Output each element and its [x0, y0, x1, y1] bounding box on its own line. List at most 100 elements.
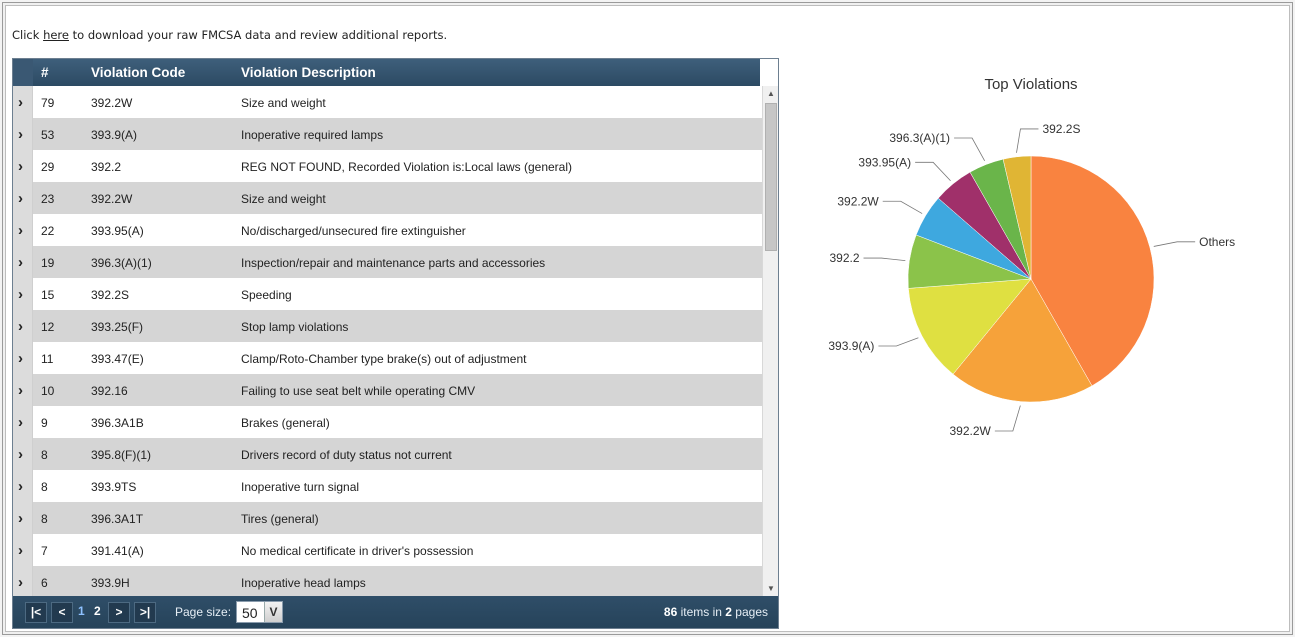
violation-count: 29: [41, 160, 55, 174]
table-row[interactable]: › 19 396.3(A)(1) Inspection/repair and main…: [13, 246, 762, 278]
expand-row-button[interactable]: ›: [13, 86, 33, 118]
table-row[interactable]: › 8 395.8(F)(1) Drivers record of duty stat…: [13, 438, 762, 470]
expand-row-button[interactable]: ›: [13, 182, 33, 214]
violation-count: 19: [41, 256, 55, 270]
expand-row-button[interactable]: ›: [13, 406, 33, 438]
table-row[interactable]: › 8 396.3A1T Tires (general): [13, 502, 762, 534]
expand-row-button[interactable]: ›: [13, 534, 33, 566]
top-violations-chart: Top Violations Others 392.2W 393.9(A) 392.2…: [806, 66, 1286, 446]
expand-row-button[interactable]: ›: [13, 374, 33, 406]
violation-code: 393.9(A): [91, 128, 138, 142]
expand-row-button[interactable]: ›: [13, 342, 33, 374]
table-row[interactable]: › 29 392.2 REG NOT FOUND, Recorded Violatio…: [13, 150, 762, 182]
page-link-1[interactable]: 1: [78, 604, 85, 618]
scroll-up-icon[interactable]: ▲: [767, 89, 775, 98]
pie-leader-line: [878, 337, 919, 347]
violation-code: 396.3(A)(1): [91, 256, 152, 270]
chevron-right-icon: ›: [18, 414, 23, 431]
chevron-right-icon: ›: [18, 318, 23, 335]
page-link-2[interactable]: 2: [94, 604, 101, 618]
table-row[interactable]: › 22 393.95(A) No/discharged/unsecured fire…: [13, 214, 762, 246]
table-row[interactable]: › 8 393.9TS Inoperative turn signal: [13, 470, 762, 502]
page-size-select[interactable]: 50 V: [236, 601, 283, 623]
expand-row-button[interactable]: ›: [13, 566, 33, 597]
expand-row-button[interactable]: ›: [13, 214, 33, 246]
violation-description: No medical certificate in driver's posse…: [241, 544, 474, 558]
items-count: 86: [663, 605, 678, 619]
pie-slice-0[interactable]: [1030, 155, 1155, 387]
pager-info: 86 items in 2 pages: [664, 605, 768, 619]
download-link[interactable]: here: [43, 28, 69, 42]
page-size-value: 50: [242, 605, 258, 621]
column-header-violation-code[interactable]: Violation Code: [91, 65, 186, 80]
items-text: items in: [677, 605, 726, 619]
violation-description: Inspection/repair and maintenance parts …: [241, 256, 546, 270]
table-row[interactable]: › 53 393.9(A) Inoperative required lamps: [13, 118, 762, 150]
violation-code: 396.3A1T: [91, 512, 144, 526]
expand-row-button[interactable]: ›: [13, 246, 33, 278]
violation-code: 395.8(F)(1): [91, 448, 152, 462]
violation-description: Stop lamp violations: [241, 320, 349, 334]
expand-row-button[interactable]: ›: [13, 278, 33, 310]
violation-count: 9: [41, 416, 48, 430]
expand-row-button[interactable]: ›: [13, 470, 33, 502]
table-row[interactable]: › 12 393.25(F) Stop lamp violations: [13, 310, 762, 342]
table-row[interactable]: › 10 392.16 Failing to use seat belt while …: [13, 374, 762, 406]
pie-label: 392.2W: [949, 424, 991, 438]
download-notice: Click here to download your raw FMCSA da…: [12, 28, 447, 42]
violation-description: Inoperative head lamps: [241, 576, 366, 590]
table-row[interactable]: › 23 392.2W Size and weight: [13, 182, 762, 214]
column-header-violation-description[interactable]: Violation Description: [241, 65, 376, 80]
violation-description: Failing to use seat belt while operating…: [241, 384, 476, 398]
table-row[interactable]: › 6 393.9H Inoperative head lamps: [13, 566, 762, 597]
violation-code: 393.95(A): [91, 224, 144, 238]
first-page-button[interactable]: |<: [25, 602, 47, 623]
chevron-right-icon: ›: [18, 382, 23, 399]
table-row[interactable]: › 79 392.2W Size and weight: [13, 86, 762, 118]
expand-row-button[interactable]: ›: [13, 310, 33, 342]
expand-row-button[interactable]: ›: [13, 502, 33, 534]
table-row[interactable]: › 7 391.41(A) No medical certificate in dri…: [13, 534, 762, 566]
last-page-button[interactable]: >|: [134, 602, 156, 623]
pages-text: pages: [731, 605, 768, 619]
violation-code: 393.9H: [91, 576, 130, 590]
violation-count: 53: [41, 128, 55, 142]
chevron-right-icon: ›: [18, 126, 23, 143]
previous-page-button[interactable]: <: [51, 602, 73, 623]
expand-row-button[interactable]: ›: [13, 118, 33, 150]
pie-label: 392.2W: [837, 194, 879, 208]
chevron-down-icon[interactable]: V: [264, 602, 282, 622]
violation-description: Size and weight: [241, 96, 326, 110]
violation-count: 79: [41, 96, 55, 110]
violation-count: 8: [41, 512, 48, 526]
pie-label: 392.2S: [1042, 122, 1080, 136]
vertical-scrollbar[interactable]: ▲ ▼: [762, 86, 778, 597]
violation-code: 392.2W: [91, 96, 133, 110]
scroll-down-icon[interactable]: ▼: [767, 584, 775, 593]
pager: |< < 1 2 > >| Page size: 50 V 86 items i…: [13, 596, 778, 628]
violation-count: 15: [41, 288, 55, 302]
page-size-label: Page size:: [175, 605, 232, 619]
violation-code: 393.47(E): [91, 352, 144, 366]
pie-leader-line: [994, 405, 1021, 432]
expand-row-button[interactable]: ›: [13, 438, 33, 470]
table-row[interactable]: › 15 392.2S Speeding: [13, 278, 762, 310]
expand-row-button[interactable]: ›: [13, 150, 33, 182]
table-row[interactable]: › 11 393.47(E) Clamp/Roto-Chamber type brak…: [13, 342, 762, 374]
page-count: 2: [725, 605, 732, 619]
chevron-right-icon: ›: [18, 350, 23, 367]
pie-slice-2[interactable]: [908, 278, 1032, 375]
pie-label: Others: [1199, 235, 1235, 249]
scrollbar-thumb[interactable]: [765, 103, 777, 251]
violation-description: Inoperative required lamps: [241, 128, 384, 142]
pie-slice-1[interactable]: [952, 278, 1093, 403]
table-row[interactable]: › 9 396.3A1B Brakes (general): [13, 406, 762, 438]
next-page-button[interactable]: >: [108, 602, 130, 623]
chevron-right-icon: ›: [18, 478, 23, 495]
violation-description: Inoperative turn signal: [241, 480, 360, 494]
column-header-count[interactable]: #: [41, 65, 49, 80]
violation-description: Tires (general): [241, 512, 319, 526]
pie-slice-7[interactable]: [1002, 155, 1032, 280]
violation-code: 392.2S: [91, 288, 130, 302]
